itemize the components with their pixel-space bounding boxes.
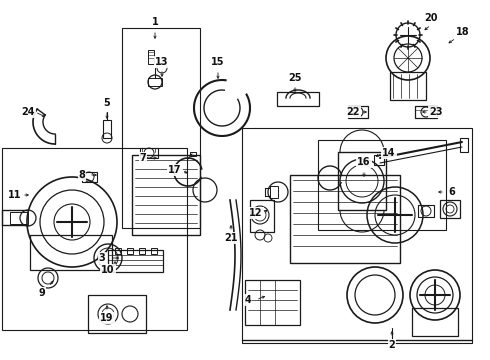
Text: 15: 15	[211, 57, 225, 67]
Bar	[132, 155, 200, 235]
Text: 8: 8	[78, 170, 85, 180]
Bar	[390, 72, 426, 100]
Bar	[245, 280, 300, 325]
Text: 5: 5	[103, 98, 110, 108]
Text: 25: 25	[288, 73, 302, 83]
Text: 10: 10	[101, 265, 115, 275]
Bar	[270, 186, 278, 198]
Bar	[103, 120, 111, 138]
Bar	[348, 106, 368, 118]
Bar	[338, 152, 386, 210]
Text: 11: 11	[8, 190, 22, 200]
Bar	[139, 248, 145, 254]
Text: 13: 13	[155, 57, 169, 67]
Bar	[127, 248, 133, 254]
Bar	[190, 152, 196, 156]
Bar	[374, 155, 384, 165]
Text: 3: 3	[98, 253, 105, 263]
Bar	[418, 205, 434, 217]
Bar	[148, 50, 154, 64]
Bar	[108, 250, 163, 272]
Bar	[82, 172, 97, 182]
Bar	[415, 106, 437, 118]
Bar	[290, 175, 400, 263]
Bar	[148, 78, 162, 86]
Bar	[2, 148, 187, 330]
Text: 17: 17	[168, 165, 182, 175]
Text: 16: 16	[357, 157, 371, 167]
Bar	[115, 248, 121, 254]
Text: 12: 12	[249, 208, 263, 218]
Bar	[440, 200, 460, 218]
Bar	[250, 200, 274, 232]
Bar	[88, 295, 146, 333]
Text: 23: 23	[429, 107, 443, 117]
Text: 7: 7	[140, 153, 147, 163]
Text: 19: 19	[100, 313, 114, 323]
Text: 21: 21	[224, 233, 238, 243]
Text: 4: 4	[245, 295, 251, 305]
Text: 20: 20	[424, 13, 438, 23]
Text: 24: 24	[21, 107, 35, 117]
Bar	[151, 248, 157, 254]
Bar	[460, 138, 468, 152]
Bar	[122, 28, 200, 228]
Bar	[242, 128, 472, 343]
Bar	[10, 212, 28, 224]
Bar	[318, 140, 446, 230]
Text: 18: 18	[456, 27, 470, 37]
Text: 14: 14	[382, 148, 396, 158]
Text: 22: 22	[346, 107, 360, 117]
Text: 6: 6	[449, 187, 455, 197]
Text: 1: 1	[151, 17, 158, 27]
Bar	[30, 235, 112, 270]
Bar	[412, 308, 458, 336]
Bar	[140, 148, 158, 158]
Text: 2: 2	[389, 340, 395, 350]
Bar	[277, 92, 319, 106]
Text: 9: 9	[39, 288, 46, 298]
